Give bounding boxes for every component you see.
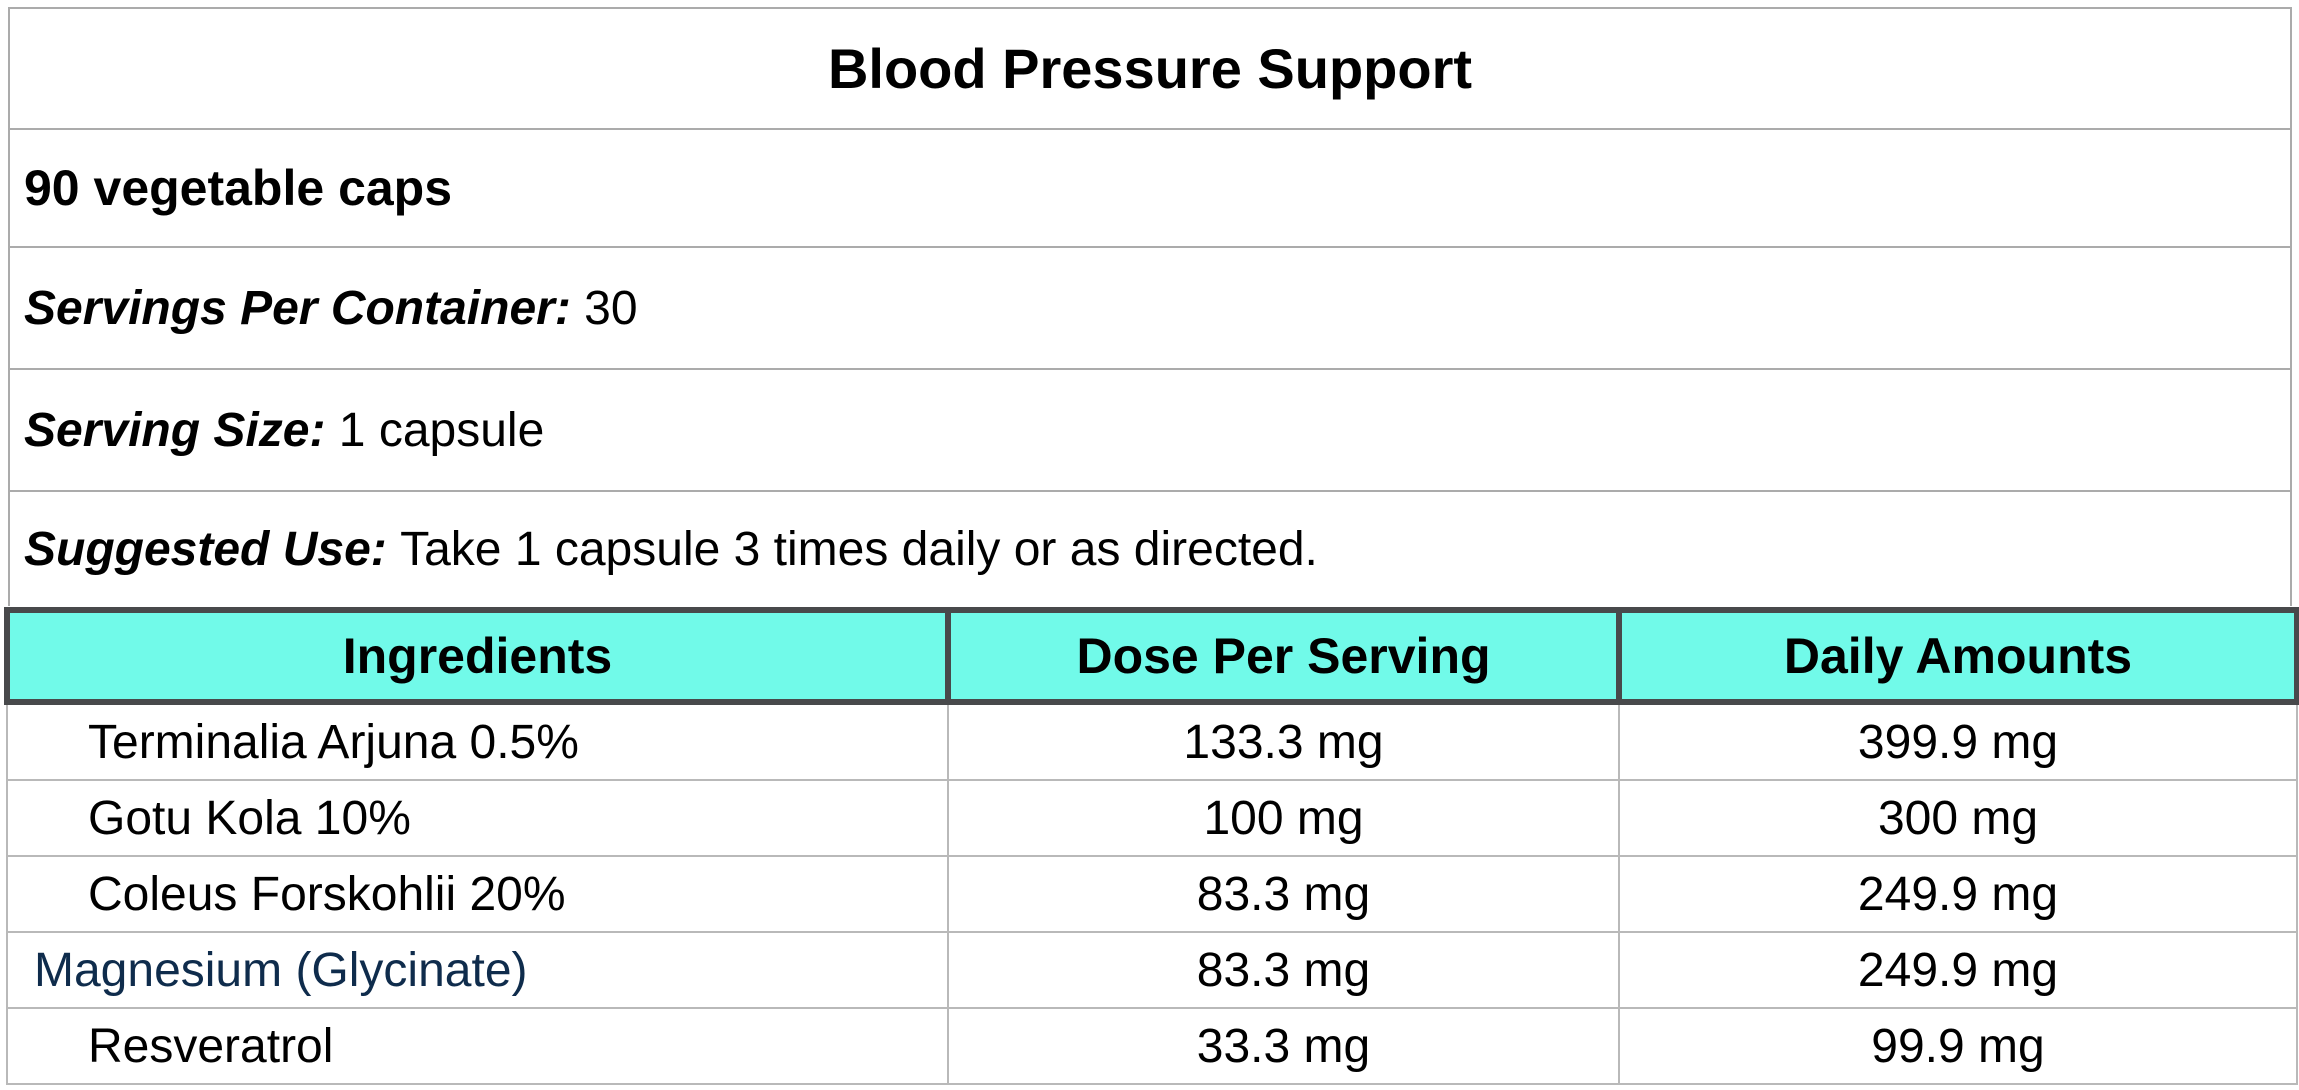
serving-size-label: Serving Size:: [24, 403, 326, 457]
ingredient-name: Gotu Kola 10%: [6, 779, 949, 857]
table-row: Resveratrol 33.3 mg 99.9 mg: [6, 1007, 2298, 1085]
dose-per-serving-value: 100 mg: [947, 779, 1620, 857]
table-row: Coleus Forskohlii 20% 83.3 mg 249.9 mg: [6, 855, 2298, 933]
ingredients-table: Ingredients Dose Per Serving Daily Amoun…: [4, 607, 2299, 1085]
suggested-use-row: Suggested Use: Take 1 capsule 3 times da…: [10, 492, 2290, 606]
daily-amount-value: 399.9 mg: [1618, 701, 2298, 781]
daily-amount-value: 249.9 mg: [1618, 931, 2298, 1009]
serving-size-value: 1 capsule: [338, 403, 545, 457]
column-header-daily-amounts: Daily Amounts: [1616, 607, 2299, 705]
table-row: Magnesium (Glycinate) 83.3 mg 249.9 mg: [6, 931, 2298, 1009]
ingredient-name: Terminalia Arjuna 0.5%: [6, 701, 949, 781]
spacer: [387, 522, 400, 577]
table-row: Terminalia Arjuna 0.5% 133.3 mg 399.9 mg: [6, 701, 2298, 781]
table-header-row: Ingredients Dose Per Serving Daily Amoun…: [4, 607, 2299, 705]
page-title: Blood Pressure Support: [827, 37, 1473, 100]
dose-per-serving-value: 83.3 mg: [947, 931, 1620, 1009]
title-section: Blood Pressure Support: [10, 9, 2290, 130]
column-header-ingredients: Ingredients: [4, 607, 951, 705]
daily-amount-value: 99.9 mg: [1618, 1007, 2298, 1085]
dose-per-serving-value: 133.3 mg: [947, 701, 1620, 781]
supplement-facts-panel: Blood Pressure Support 90 vegetable caps…: [8, 7, 2292, 606]
suggested-use-label: Suggested Use:: [24, 522, 387, 576]
servings-per-container-value: 30: [584, 281, 638, 335]
ingredient-name: Coleus Forskohlii 20%: [6, 855, 949, 933]
dose-per-serving-value: 33.3 mg: [947, 1007, 1620, 1085]
column-header-dose-per-serving: Dose Per Serving: [945, 607, 1622, 705]
capsule-count: 90 vegetable caps: [24, 160, 453, 216]
capsule-count-section: 90 vegetable caps: [10, 130, 2290, 248]
table-row: Gotu Kola 10% 100 mg 300 mg: [6, 779, 2298, 857]
servings-per-container-label: Servings Per Container:: [24, 281, 571, 335]
dose-per-serving-value: 83.3 mg: [947, 855, 1620, 933]
serving-size-row: Serving Size: 1 capsule: [10, 370, 2290, 492]
ingredient-name: Resveratrol: [6, 1007, 949, 1085]
suggested-use-value: Take 1 capsule 3 times daily or as direc…: [400, 522, 1318, 576]
daily-amount-value: 249.9 mg: [1618, 855, 2298, 933]
daily-amount-value: 300 mg: [1618, 779, 2298, 857]
servings-per-container-row: Servings Per Container: 30: [10, 248, 2290, 370]
spacer: [325, 403, 338, 458]
ingredient-link[interactable]: Magnesium (Glycinate): [6, 931, 949, 1009]
spacer: [571, 281, 584, 336]
